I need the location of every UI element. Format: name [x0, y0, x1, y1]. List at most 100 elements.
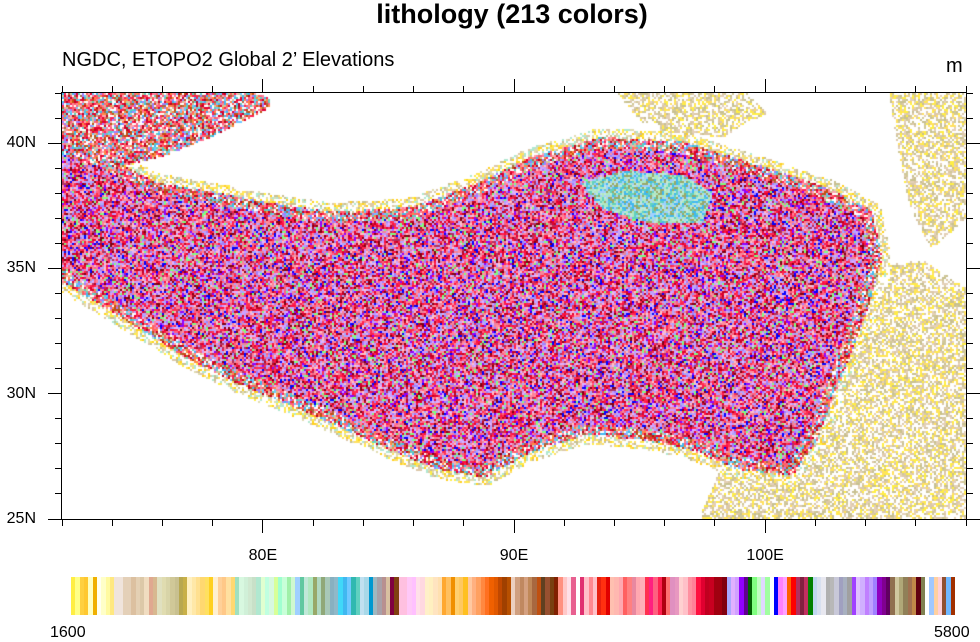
lat-label: 25N [6, 510, 36, 527]
colorbar-swatch [437, 577, 442, 615]
colorbar-swatch [752, 577, 757, 615]
colorbar-swatch [174, 577, 179, 615]
lon-tick-top [161, 86, 163, 93]
lon-tick-bottom [664, 519, 666, 526]
colorbar-swatch [627, 577, 632, 615]
colorbar-swatch [635, 577, 641, 615]
lon-tick-bottom [111, 519, 113, 526]
lon-tick-top [513, 79, 515, 93]
lat-tick-right [966, 192, 973, 194]
colorbar-swatch [347, 577, 352, 615]
colorbar-swatch [459, 577, 464, 615]
colorbar-swatch [804, 577, 809, 615]
colorbar-swatch [273, 577, 278, 615]
colorbar-swatch [329, 577, 335, 615]
colorbar-swatch [165, 577, 171, 615]
colorbar-swatch [372, 577, 378, 615]
colorbar-swatch [183, 577, 188, 615]
colorbar-swatch [692, 577, 697, 615]
colorbar-swatch [592, 577, 598, 615]
colorbar-swatch [497, 577, 503, 615]
lat-tick-right [966, 418, 973, 420]
colorbar-swatch [351, 577, 356, 615]
colorbar-swatch [579, 577, 585, 615]
lat-tick-right [966, 92, 973, 94]
colorbar-swatch [726, 577, 731, 615]
colorbar-swatch [894, 577, 899, 615]
colorbar-swatch [610, 577, 615, 615]
colorbar-swatch [485, 577, 490, 615]
colorbar-swatch [838, 577, 843, 615]
colorbar-swatch [868, 577, 874, 615]
lat-tick-left [55, 92, 62, 94]
colorbar-swatch [730, 577, 736, 615]
colorbar-swatch [152, 577, 158, 615]
colorbar-swatch [782, 577, 787, 615]
colorbar-swatch [252, 577, 257, 615]
colorbar-swatch [748, 577, 753, 615]
lon-tick-top [362, 86, 364, 93]
colorbar-swatch [428, 577, 434, 615]
lon-tick-bottom [814, 519, 816, 526]
colorbar-swatch [679, 577, 684, 615]
lat-tick-left [55, 318, 62, 320]
colorbar-swatch [308, 577, 313, 615]
colorbar-swatch [648, 577, 654, 615]
lat-tick-left [55, 292, 62, 294]
colorbar-swatch [506, 577, 511, 615]
colorbar-swatch [795, 577, 800, 615]
colorbar-swatch [278, 577, 283, 615]
colorbar-swatch [541, 577, 546, 615]
colorbar-swatch [773, 577, 779, 615]
colorbar-swatch [463, 577, 468, 615]
lon-tick-bottom [463, 519, 465, 526]
lon-tick-top [563, 86, 565, 93]
lon-tick-top [262, 79, 264, 93]
colorbar-swatch [239, 577, 244, 615]
lon-tick-bottom [262, 519, 264, 533]
lon-label: 80E [248, 547, 278, 564]
colorbar-swatch [290, 577, 296, 615]
colorbar-swatch [390, 577, 395, 615]
colorbar-swatch [75, 577, 80, 615]
colorbar-swatch [571, 577, 576, 615]
colorbar-swatch [545, 577, 550, 615]
colorbar-swatch [295, 577, 300, 615]
colorbar-swatch [204, 577, 209, 615]
lat-tick-right [966, 518, 980, 520]
lon-tick-bottom [413, 519, 415, 526]
lat-tick-right [966, 393, 980, 395]
colorbar-swatch [532, 577, 537, 615]
colorbar-swatch [830, 577, 835, 615]
colorbar-swatch [683, 577, 688, 615]
colorbar-swatch [618, 577, 623, 615]
colorbar-swatch [493, 577, 498, 615]
colorbar-swatch [118, 577, 123, 615]
colorbar-swatch [761, 577, 766, 615]
colorbar-swatch [338, 577, 343, 615]
lon-tick-top [212, 86, 214, 93]
plot-subtitle: NGDC, ETOPO2 Global 2’ Elevations [62, 49, 395, 71]
colorbar-swatch [92, 577, 97, 615]
colorbar-swatch [899, 577, 904, 615]
colorbar-swatch [769, 577, 774, 615]
colorbar-swatch [739, 577, 744, 615]
colorbar-swatch [502, 577, 507, 615]
colorbar-swatch [394, 577, 399, 615]
colorbar-swatch [265, 577, 270, 615]
colorbar-swatch [71, 577, 76, 615]
colorbar-swatch [88, 577, 93, 615]
colorbar-swatch [536, 577, 542, 615]
colorbar-swatch [385, 577, 391, 615]
colorbar-swatch [924, 577, 930, 615]
colorbar-swatch [933, 577, 938, 615]
colorbar-swatch [657, 577, 662, 615]
colorbar-swatch [799, 577, 805, 615]
lon-tick-bottom [915, 519, 917, 526]
lon-tick-bottom [161, 519, 163, 526]
colorbar-swatch [230, 577, 235, 615]
lat-tick-left [55, 443, 62, 445]
lat-tick-left [55, 418, 62, 420]
colorbar-swatch [122, 577, 128, 615]
colorbar-swatch [942, 577, 947, 615]
